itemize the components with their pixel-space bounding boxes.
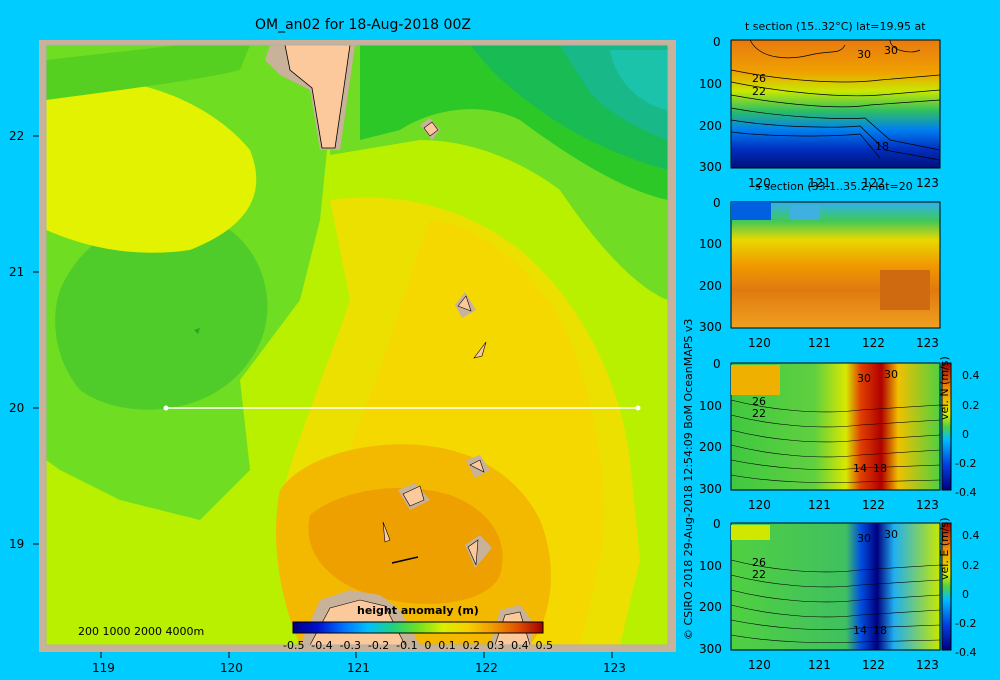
vn-contour-label: 22 — [752, 407, 766, 420]
ve-contour-label: 30 — [857, 532, 871, 545]
ve-cbar-tick: -0.4 — [955, 646, 977, 659]
section-panels — [730, 39, 952, 651]
s-x-tick: 120 — [748, 336, 771, 350]
vn-contour-label: 30 — [884, 368, 898, 381]
t-x-tick: 122 — [862, 176, 885, 190]
ve-x-tick: 121 — [808, 658, 831, 672]
colorbar-tick: 0.2 — [462, 639, 481, 652]
colorbar-tick: 0.5 — [535, 639, 553, 652]
vel-n-colorbar — [941, 362, 952, 491]
vn-x-tick: 122 — [862, 498, 885, 512]
ve-x-tick: 120 — [748, 658, 771, 672]
vel-n-panel — [730, 362, 941, 491]
colorbar-tick: 0.1 — [438, 639, 456, 652]
ve-cbar-tick: -0.2 — [955, 617, 977, 630]
x-tick-label: 121 — [347, 661, 370, 675]
colorbar-tick: -0.1 — [396, 639, 418, 652]
vn-cbar-tick: 0.2 — [962, 399, 980, 412]
colorbar-tick: 0 — [424, 639, 432, 652]
s-section-title: s section (33.1..35.2) lat=20 — [755, 180, 913, 193]
colorbar-tick: -0.4 — [311, 639, 333, 652]
x-tick-label: 123 — [603, 661, 626, 675]
vn-y-tick: 100 — [699, 399, 722, 413]
t-y-tick: 300 — [699, 160, 722, 174]
s-y-tick: 0 — [713, 196, 721, 210]
vn-y-tick: 0 — [713, 357, 721, 371]
t-contour-label: 22 — [752, 85, 766, 98]
s-section-panel — [730, 201, 941, 329]
ve-cbar-tick: 0.4 — [962, 529, 980, 542]
colorbar-tick: -0.2 — [367, 639, 390, 652]
s-x-tick: 121 — [808, 336, 831, 350]
vn-x-tick: 120 — [748, 498, 771, 512]
vn-contour-label: 14 — [853, 462, 867, 475]
vn-contour-label: 30 — [857, 372, 871, 385]
vn-cbar-tick: 0 — [962, 428, 969, 441]
vn-cbar-tick: 0.4 — [962, 369, 980, 382]
colorbar-tick: 0.4 — [511, 639, 529, 652]
s-y-tick: 200 — [699, 279, 722, 293]
t-x-tick: 120 — [748, 176, 771, 190]
main-map — [33, 40, 676, 658]
t-x-tick: 123 — [916, 176, 939, 190]
s-x-tick: 123 — [916, 336, 939, 350]
vn-x-tick: 123 — [916, 498, 939, 512]
colorbar-tick: 0.3 — [486, 639, 505, 652]
t-x-tick: 121 — [808, 176, 831, 190]
vel-e-colorbar — [941, 522, 952, 651]
height-colorbar — [292, 621, 544, 634]
vn-x-tick: 121 — [808, 498, 831, 512]
t-contour-label: 30 — [884, 44, 898, 57]
ve-y-tick: 100 — [699, 559, 722, 573]
ve-y-tick: 200 — [699, 600, 722, 614]
x-tick-label: 122 — [475, 661, 498, 675]
credit-text: © CSIRO 2018 29-Aug-2018 12:54:09 BoM Oc… — [682, 318, 695, 640]
height-field — [46, 45, 668, 645]
s-y-tick: 100 — [699, 237, 722, 251]
y-tick-label: 20 — [9, 401, 25, 415]
vel-e-panel — [730, 522, 941, 651]
colorbar-ticks: -0.5 -0.4 -0.3 -0.2 -0.1 0 0.1 0.2 0.3 0… — [283, 639, 553, 652]
t-section-panel — [730, 39, 941, 169]
t-contour-label: 18 — [875, 140, 889, 153]
t-contour-label: 26 — [752, 72, 766, 85]
t-y-tick: 100 — [699, 77, 722, 91]
ve-x-tick: 123 — [916, 658, 939, 672]
x-tick-label: 119 — [92, 661, 115, 675]
t-contour-label: 30 — [857, 48, 871, 61]
ve-cbar-tick: 0 — [962, 588, 969, 601]
ve-contour-label: 22 — [752, 568, 766, 581]
map-title: OM_an02 for 18-Aug-2018 00Z — [255, 17, 471, 33]
ve-contour-label: 14 — [853, 624, 867, 637]
depth-legend: 200 1000 2000 4000m — [78, 625, 205, 638]
vn-cbar-tick: -0.4 — [955, 486, 977, 499]
vn-cbar-label: vel. N (m/s) — [938, 356, 951, 420]
colorbar-tick: -0.5 — [283, 639, 305, 652]
section-line — [163, 405, 641, 411]
vn-contour-label: 18 — [873, 462, 887, 475]
ve-cbar-label: vel. E (m/s) — [938, 517, 951, 580]
vn-cbar-tick: -0.2 — [955, 457, 977, 470]
ve-x-tick: 122 — [862, 658, 885, 672]
s-y-tick: 300 — [699, 320, 722, 334]
vn-contour-label: 26 — [752, 395, 766, 408]
y-tick-label: 19 — [9, 537, 25, 551]
x-tick-label: 120 — [220, 661, 243, 675]
y-tick-label: 22 — [9, 129, 25, 143]
ve-cbar-tick: 0.2 — [962, 559, 980, 572]
ve-contour-label: 30 — [884, 528, 898, 541]
ve-contour-label: 26 — [752, 556, 766, 569]
y-tick-label: 21 — [9, 265, 25, 279]
vn-y-tick: 200 — [699, 440, 722, 454]
t-section-title: t section (15..32°C) lat=19.95 at — [745, 20, 926, 33]
ve-contour-label: 18 — [873, 624, 887, 637]
colorbar-tick: -0.3 — [339, 639, 362, 652]
colorbar-label: height anomaly (m) — [357, 604, 479, 617]
ve-y-tick: 0 — [713, 517, 721, 531]
t-y-tick: 0 — [713, 35, 721, 49]
vn-y-tick: 300 — [699, 482, 722, 496]
s-x-tick: 122 — [862, 336, 885, 350]
ve-y-tick: 300 — [699, 642, 722, 656]
t-y-tick: 200 — [699, 119, 722, 133]
